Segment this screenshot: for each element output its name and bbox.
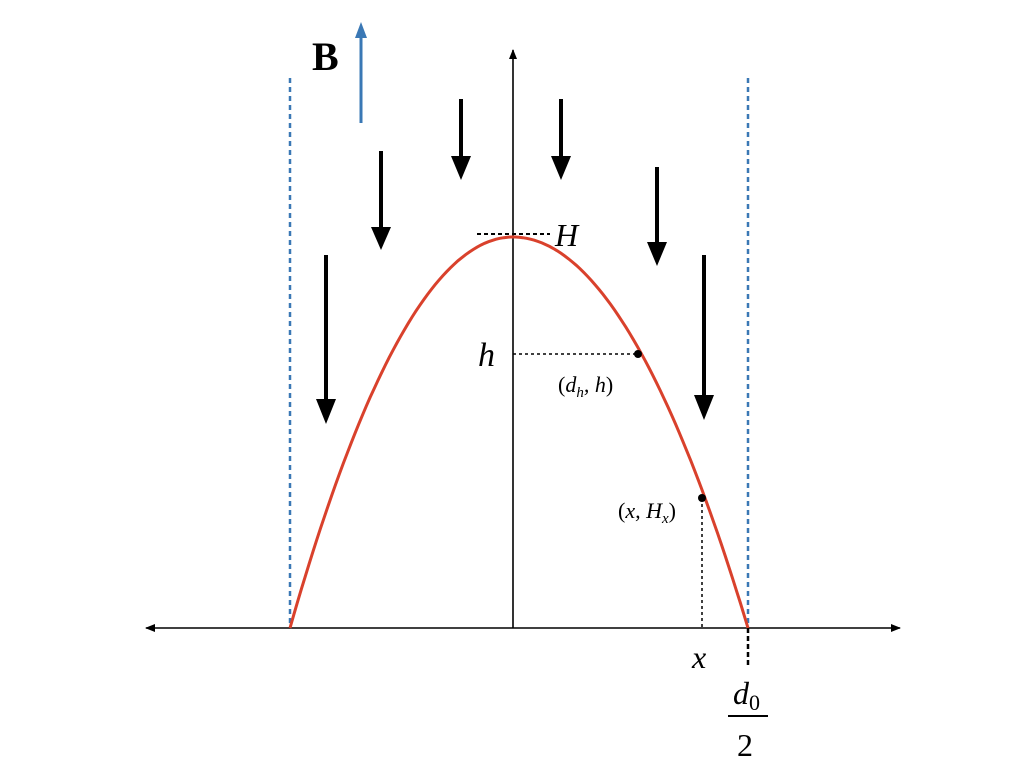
down-arrow xyxy=(451,99,471,180)
down-arrow xyxy=(371,151,391,250)
height-profile-curve xyxy=(288,235,750,629)
height-label: h xyxy=(478,337,495,374)
peak-label: H xyxy=(554,217,580,253)
x-mark-label: x xyxy=(691,639,706,675)
point-dh-label: (dh, h) xyxy=(558,372,613,401)
down-arrow xyxy=(694,255,714,420)
down-arrow xyxy=(551,99,571,180)
point-x-label: (x, Hx) xyxy=(618,498,676,527)
field-label: B xyxy=(312,34,339,79)
down-arrow xyxy=(316,255,336,424)
field-arrow-head xyxy=(355,22,367,38)
half-width-numerator: d0 xyxy=(733,675,760,715)
point-dh xyxy=(634,350,642,358)
downward-arrows xyxy=(316,99,714,424)
point-x xyxy=(698,494,706,502)
down-arrow xyxy=(647,167,667,266)
half-width-denominator: 2 xyxy=(737,727,753,763)
